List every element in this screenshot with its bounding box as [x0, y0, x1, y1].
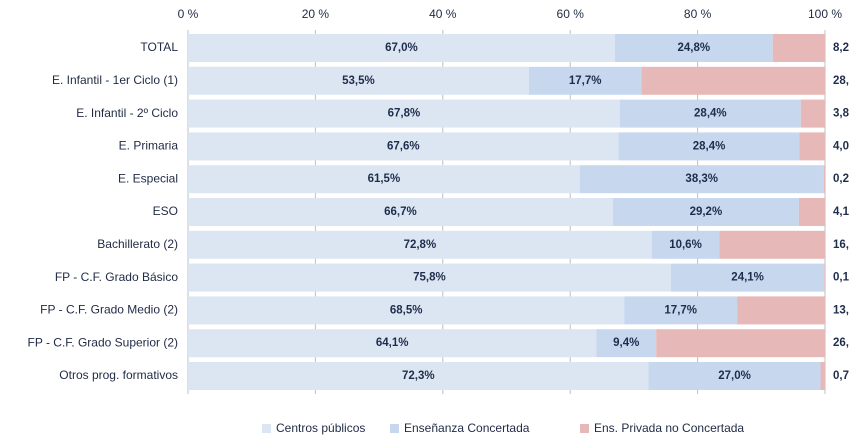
- data-label: 4,1%: [833, 206, 849, 218]
- x-tick-label: 80 %: [684, 7, 712, 21]
- bar-segment: [670, 263, 825, 292]
- bar-segment: [612, 198, 799, 226]
- bar-segment: [800, 99, 825, 128]
- data-label: 10,6%: [669, 239, 702, 251]
- legend-swatch: [390, 424, 399, 433]
- bar-segment: [188, 165, 580, 194]
- bar-segment: [188, 263, 671, 292]
- data-label: 66,7%: [384, 206, 417, 218]
- bar-segment: [719, 230, 825, 259]
- data-label: 9,4%: [613, 337, 639, 349]
- y-tick-label: FP - C.F. Grado Básico: [55, 270, 178, 284]
- bar-segment: [798, 198, 825, 226]
- y-tick-label: Otros prog. formativos: [59, 368, 178, 382]
- x-tick-label: 40 %: [429, 7, 457, 21]
- legend-swatch: [580, 424, 589, 433]
- bar-segment: [188, 99, 620, 128]
- x-tick-label: 60 %: [557, 7, 585, 21]
- bar-segment: [737, 296, 825, 325]
- data-label: 64,1%: [376, 337, 409, 349]
- bar-segment: [614, 34, 773, 62]
- y-tick-label: E. Especial: [118, 171, 178, 185]
- x-tick-label: 100 %: [808, 7, 842, 21]
- bar-segment: [824, 263, 825, 292]
- bar-segment: [596, 329, 657, 358]
- bar-segment: [188, 34, 615, 62]
- y-tick-label: ESO: [153, 204, 178, 218]
- y-tick-label: FP - C.F. Grado Medio (2): [40, 303, 178, 317]
- bar-segment: [820, 362, 825, 390]
- data-label: 29,2%: [690, 206, 723, 218]
- data-label: 4,0%: [833, 140, 849, 152]
- data-label: 67,0%: [385, 42, 418, 54]
- data-label: 0,2%: [833, 173, 849, 185]
- x-tick-label: 0 %: [178, 7, 199, 21]
- bar-segment: [188, 132, 619, 161]
- data-label: 67,8%: [388, 108, 421, 120]
- y-tick-label: FP - C.F. Grado Superior (2): [28, 335, 179, 349]
- data-label: 24,1%: [731, 272, 764, 284]
- bar-segment: [188, 198, 613, 226]
- data-label: 17,7%: [569, 75, 602, 87]
- data-label: 68,5%: [390, 304, 423, 316]
- legend-label: Ens. Privada no Concertada: [594, 421, 744, 435]
- y-tick-label: E. Primaria: [119, 139, 179, 153]
- data-label: 67,6%: [387, 140, 420, 152]
- data-label: 28,4%: [693, 140, 726, 152]
- data-label: 16,6%: [833, 239, 849, 251]
- data-label: 0,1%: [833, 272, 849, 284]
- data-label: 72,3%: [402, 370, 435, 382]
- bar-segment: [188, 329, 597, 358]
- bar-segment: [772, 34, 825, 62]
- data-label: 26,5%: [833, 337, 849, 349]
- bar-segment: [799, 132, 825, 161]
- data-label: 38,3%: [685, 173, 718, 185]
- bar-segment: [619, 99, 801, 128]
- bar-segment: [579, 165, 824, 194]
- data-label: 61,5%: [368, 173, 401, 185]
- data-label: 75,8%: [413, 272, 446, 284]
- bar-segment: [648, 362, 821, 390]
- bar-segment: [656, 329, 825, 358]
- data-label: 0,7%: [833, 370, 849, 382]
- data-label: 17,7%: [664, 304, 697, 316]
- legend-label: Enseñanza Concertada: [404, 421, 530, 435]
- x-tick-label: 20 %: [302, 7, 330, 21]
- y-tick-label: E. Infantil - 2º Ciclo: [76, 106, 178, 120]
- bar-segment: [823, 165, 825, 194]
- data-label: 13,8%: [833, 304, 849, 316]
- data-label: 3,8%: [833, 108, 849, 120]
- data-label: 8,2%: [833, 42, 849, 54]
- y-tick-label: TOTAL: [140, 40, 178, 54]
- bar-segment: [618, 132, 800, 161]
- legend-swatch: [262, 424, 271, 433]
- bar-segment: [188, 66, 529, 95]
- data-label: 53,5%: [342, 75, 375, 87]
- bar-segment: [641, 66, 825, 95]
- bar-segment: [188, 230, 652, 259]
- y-tick-label: Bachillerato (2): [97, 237, 178, 251]
- data-label: 72,8%: [404, 239, 437, 251]
- bar-segment: [528, 66, 642, 95]
- data-label: 28,8%: [833, 75, 849, 87]
- data-label: 27,0%: [718, 370, 751, 382]
- bar-segment: [188, 296, 625, 325]
- legend-label: Centros públicos: [276, 421, 365, 435]
- bar-segment: [651, 230, 720, 259]
- bar-segment: [188, 362, 649, 390]
- data-label: 28,4%: [694, 108, 727, 120]
- data-label: 24,8%: [677, 42, 710, 54]
- y-tick-label: E. Infantil - 1er Ciclo (1): [52, 73, 178, 87]
- bar-segment: [624, 296, 738, 325]
